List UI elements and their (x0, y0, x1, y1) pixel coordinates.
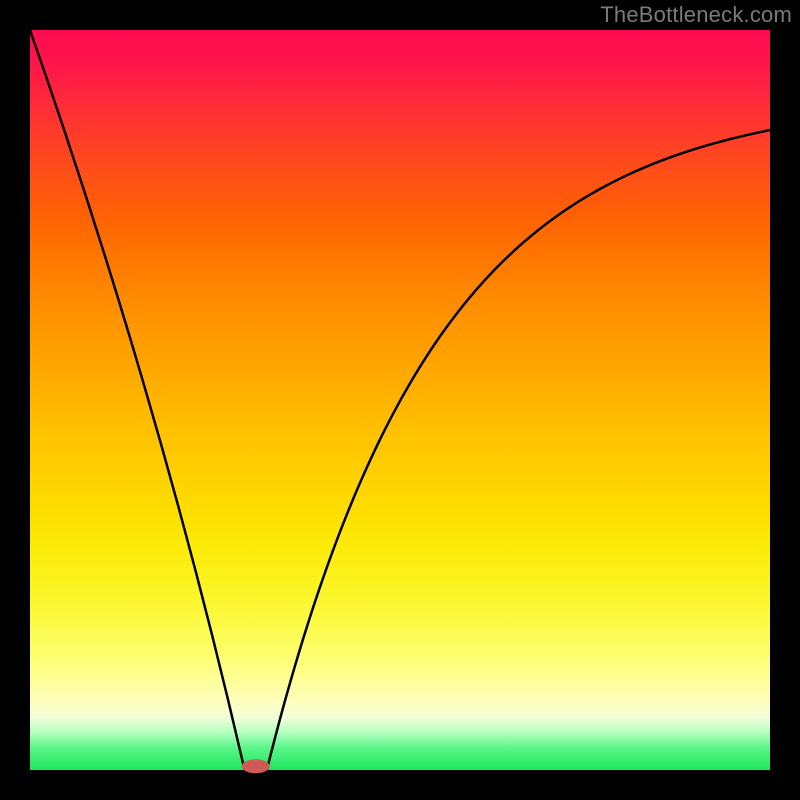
canvas-root: TheBottleneck.com (0, 0, 800, 800)
watermark-text: TheBottleneck.com (600, 2, 792, 28)
optimal-zone-marker (242, 759, 270, 773)
chart-svg (0, 0, 800, 800)
